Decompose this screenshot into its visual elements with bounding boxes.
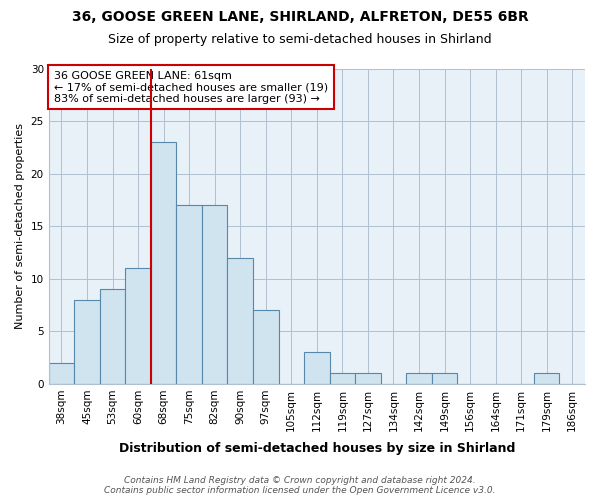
X-axis label: Distribution of semi-detached houses by size in Shirland: Distribution of semi-detached houses by … — [119, 442, 515, 455]
Bar — [253, 310, 278, 384]
Bar — [100, 290, 125, 384]
Bar — [227, 258, 253, 384]
Bar — [176, 206, 202, 384]
Bar — [74, 300, 100, 384]
Bar — [355, 374, 380, 384]
Text: 36, GOOSE GREEN LANE, SHIRLAND, ALFRETON, DE55 6BR: 36, GOOSE GREEN LANE, SHIRLAND, ALFRETON… — [71, 10, 529, 24]
Bar — [534, 374, 559, 384]
Bar — [151, 142, 176, 384]
Bar — [125, 268, 151, 384]
Bar — [304, 352, 329, 384]
Bar — [406, 374, 432, 384]
Bar — [202, 206, 227, 384]
Text: 36 GOOSE GREEN LANE: 61sqm
← 17% of semi-detached houses are smaller (19)
83% of: 36 GOOSE GREEN LANE: 61sqm ← 17% of semi… — [54, 70, 328, 104]
Bar — [432, 374, 457, 384]
Text: Contains HM Land Registry data © Crown copyright and database right 2024.
Contai: Contains HM Land Registry data © Crown c… — [104, 476, 496, 495]
Text: Size of property relative to semi-detached houses in Shirland: Size of property relative to semi-detach… — [108, 32, 492, 46]
Bar — [49, 363, 74, 384]
Bar — [329, 374, 355, 384]
Y-axis label: Number of semi-detached properties: Number of semi-detached properties — [15, 124, 25, 330]
